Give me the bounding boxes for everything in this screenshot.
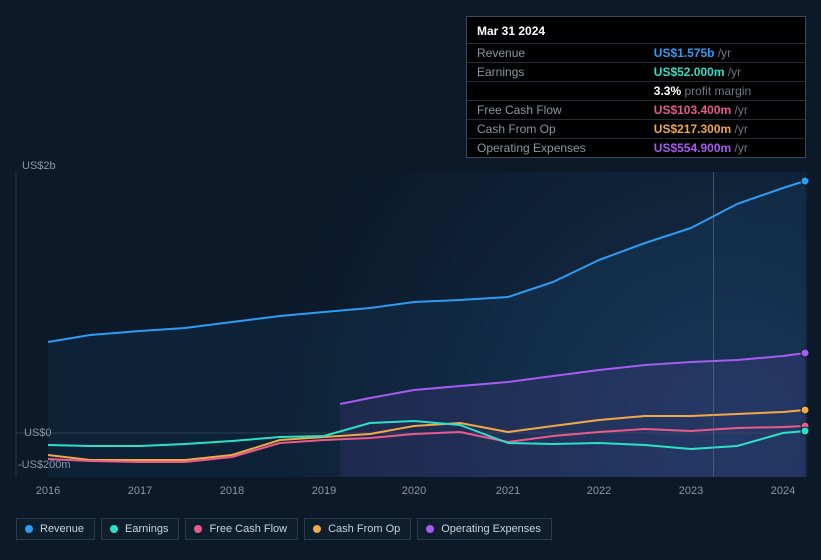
tooltip-row-value: US$554.900m /yr bbox=[644, 139, 805, 158]
legend-item[interactable]: Revenue bbox=[16, 518, 95, 540]
tooltip-row-value: 3.3% profit margin bbox=[644, 82, 805, 101]
legend-label: Revenue bbox=[40, 523, 84, 535]
tooltip-row-value: US$1.575b /yr bbox=[644, 44, 805, 63]
tooltip-row-label: Free Cash Flow bbox=[467, 101, 644, 120]
legend-dot-icon bbox=[194, 525, 202, 533]
tooltip-row: 3.3% profit margin bbox=[467, 82, 805, 101]
x-axis-label: 2022 bbox=[587, 485, 611, 497]
legend-dot-icon bbox=[25, 525, 33, 533]
x-axis-label: 2021 bbox=[496, 485, 520, 497]
x-axis-label: 2017 bbox=[128, 485, 152, 497]
hover-vline bbox=[713, 172, 714, 477]
tooltip-row-label: Earnings bbox=[467, 63, 644, 82]
x-axis-label: 2019 bbox=[312, 485, 336, 497]
legend-item[interactable]: Free Cash Flow bbox=[185, 518, 298, 540]
legend-dot-icon bbox=[313, 525, 321, 533]
y-axis-label: US$2b bbox=[22, 160, 56, 172]
legend-label: Free Cash Flow bbox=[209, 523, 287, 535]
tooltip-row: Operating ExpensesUS$554.900m /yr bbox=[467, 139, 805, 158]
y-axis-label: -US$200m bbox=[18, 459, 71, 471]
y-axis-label: US$0 bbox=[24, 427, 52, 439]
tooltip-row-label: Cash From Op bbox=[467, 120, 644, 139]
legend-label: Earnings bbox=[125, 523, 168, 535]
tooltip-row-value: US$52.000m /yr bbox=[644, 63, 805, 82]
tooltip-row: Cash From OpUS$217.300m /yr bbox=[467, 120, 805, 139]
x-axis-label: 2023 bbox=[679, 485, 703, 497]
x-axis-label: 2018 bbox=[220, 485, 244, 497]
tooltip-row-value: US$217.300m /yr bbox=[644, 120, 805, 139]
legend-label: Operating Expenses bbox=[441, 523, 541, 535]
legend-item[interactable]: Earnings bbox=[101, 518, 179, 540]
chart-tooltip: Mar 31 2024 RevenueUS$1.575b /yrEarnings… bbox=[466, 16, 806, 158]
tooltip-row-label: Operating Expenses bbox=[467, 139, 644, 158]
tooltip-row: EarningsUS$52.000m /yr bbox=[467, 63, 805, 82]
tooltip-table: RevenueUS$1.575b /yrEarningsUS$52.000m /… bbox=[467, 43, 805, 157]
legend: Revenue Earnings Free Cash Flow Cash From O… bbox=[16, 518, 552, 540]
legend-item[interactable]: Cash From Op bbox=[304, 518, 411, 540]
x-axis-label: 2016 bbox=[36, 485, 60, 497]
legend-label: Cash From Op bbox=[328, 523, 400, 535]
x-axis-label: 2020 bbox=[402, 485, 426, 497]
legend-item[interactable]: Operating Expenses bbox=[417, 518, 552, 540]
tooltip-date: Mar 31 2024 bbox=[467, 21, 805, 43]
tooltip-row-label bbox=[467, 82, 644, 101]
tooltip-row: RevenueUS$1.575b /yr bbox=[467, 44, 805, 63]
legend-dot-icon bbox=[110, 525, 118, 533]
tooltip-row: Free Cash FlowUS$103.400m /yr bbox=[467, 101, 805, 120]
tooltip-row-value: US$103.400m /yr bbox=[644, 101, 805, 120]
tooltip-row-label: Revenue bbox=[467, 44, 644, 63]
legend-dot-icon bbox=[426, 525, 434, 533]
x-axis-label: 2024 bbox=[771, 485, 795, 497]
